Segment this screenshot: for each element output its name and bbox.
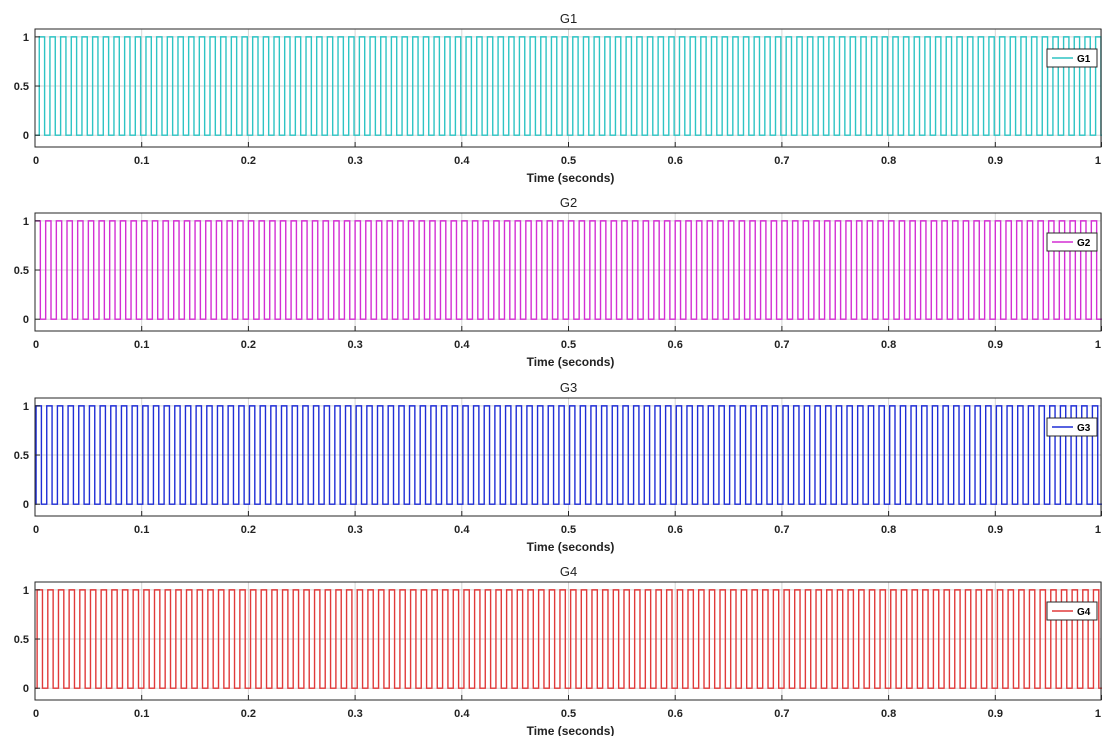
x-tick-label: 0 xyxy=(33,339,39,351)
y-tick-label: 0.5 xyxy=(14,634,29,646)
legend-label: G3 xyxy=(1077,423,1091,434)
x-tick-label: 0.3 xyxy=(347,155,362,167)
x-tick-label: 1 xyxy=(1095,708,1101,720)
y-tick-label: 1 xyxy=(23,216,29,228)
legend: G1 xyxy=(1046,48,1098,68)
legend: G3 xyxy=(1046,417,1098,437)
x-tick-label: 0.1 xyxy=(134,524,149,536)
y-tick-label: 0 xyxy=(23,314,29,326)
x-tick-label: 0.5 xyxy=(561,524,576,536)
y-tick-label: 0 xyxy=(23,130,29,142)
x-axis-label: Time (seconds) xyxy=(527,355,615,369)
x-tick-label: 0.4 xyxy=(454,708,470,720)
series-line-g4 xyxy=(35,589,1102,689)
x-tick-label: 0.1 xyxy=(134,155,149,167)
y-tick-label: 0.5 xyxy=(14,450,29,462)
x-tick-label: 0.7 xyxy=(774,339,789,351)
chart-title: G3 xyxy=(560,380,577,395)
x-tick-label: 0.4 xyxy=(454,524,470,536)
chart-title: G1 xyxy=(560,11,577,26)
chart-title: G4 xyxy=(560,564,577,579)
x-tick-label: 0.7 xyxy=(774,524,789,536)
x-tick-label: 0.4 xyxy=(454,339,470,351)
x-tick-label: 0.2 xyxy=(241,339,256,351)
x-tick-label: 0 xyxy=(33,708,39,720)
x-tick-label: 0.6 xyxy=(668,524,683,536)
legend: G4 xyxy=(1046,601,1098,621)
x-tick-label: 0.8 xyxy=(881,155,896,167)
y-tick-label: 1 xyxy=(23,401,29,413)
subplot-g1: G1 0 0.1 0.2 0.3 0.4 0.5 0.6 0.7 0.8 0.9 1 0 0.5 1 Time… xyxy=(14,11,1102,185)
x-tick-label: 0.1 xyxy=(134,339,149,351)
x-tick-label: 0.8 xyxy=(881,524,896,536)
x-axis-label: Time (seconds) xyxy=(527,171,615,185)
x-tick-label: 0.1 xyxy=(134,708,149,720)
y-tick-label: 0 xyxy=(23,499,29,511)
y-tick-label: 0.5 xyxy=(14,81,29,93)
legend-label: G2 xyxy=(1077,238,1091,249)
x-tick-label: 0.8 xyxy=(881,708,896,720)
x-tick-label: 0.6 xyxy=(668,708,683,720)
y-tick-label: 1 xyxy=(23,585,29,597)
legend: G2 xyxy=(1046,232,1098,252)
x-tick-label: 0.2 xyxy=(241,155,256,167)
y-tick-label: 1 xyxy=(23,32,29,44)
x-tick-label: 0.8 xyxy=(881,339,896,351)
x-tick-label: 0.3 xyxy=(347,524,362,536)
y-tick-label: 0.5 xyxy=(14,265,29,277)
x-tick-label: 0.6 xyxy=(668,155,683,167)
x-tick-label: 0.3 xyxy=(347,708,362,720)
x-tick-label: 1 xyxy=(1095,339,1101,351)
legend-label: G4 xyxy=(1077,607,1091,618)
x-tick-label: 0.9 xyxy=(988,155,1003,167)
x-axis-label: Time (seconds) xyxy=(527,724,615,736)
x-tick-label: 0.7 xyxy=(774,155,789,167)
x-tick-label: 0.2 xyxy=(241,524,256,536)
x-tick-label: 0.5 xyxy=(561,339,576,351)
x-axis-label: Time (seconds) xyxy=(527,540,615,554)
x-tick-label: 0.5 xyxy=(561,708,576,720)
chart-title: G2 xyxy=(560,195,577,210)
y-tick-label: 0 xyxy=(23,683,29,695)
series-line-g2 xyxy=(35,220,1102,320)
series-line-g1 xyxy=(35,36,1102,136)
x-tick-label: 0 xyxy=(33,524,39,536)
x-tick-label: 0.9 xyxy=(988,339,1003,351)
subplot-g3: G3 0 0.1 0.2 0.3 0.4 0.5 0.6 0.7 0.8 0.9 1 0 0.5 1 Time… xyxy=(14,380,1102,554)
x-tick-label: 0.6 xyxy=(668,339,683,351)
legend-label: G1 xyxy=(1077,54,1091,65)
x-tick-label: 0.4 xyxy=(454,155,470,167)
x-tick-label: 0 xyxy=(33,155,39,167)
x-tick-label: 0.3 xyxy=(347,339,362,351)
x-tick-label: 0.5 xyxy=(561,155,576,167)
x-tick-label: 0.7 xyxy=(774,708,789,720)
series-line-g3 xyxy=(35,405,1102,505)
x-tick-label: 0.2 xyxy=(241,708,256,720)
x-tick-label: 1 xyxy=(1095,155,1101,167)
x-tick-label: 0.9 xyxy=(988,708,1003,720)
subplot-g4: G4 0 0.1 0.2 0.3 0.4 0.5 0.6 0.7 0.8 0.9 1 0 0.5 1 Time… xyxy=(14,564,1102,736)
x-tick-label: 1 xyxy=(1095,524,1101,536)
x-tick-label: 0.9 xyxy=(988,524,1003,536)
subplot-g2: G2 0 0.1 0.2 0.3 0.4 0.5 0.6 0.7 0.8 0.9 1 0 0.5 1 Time… xyxy=(14,195,1102,369)
